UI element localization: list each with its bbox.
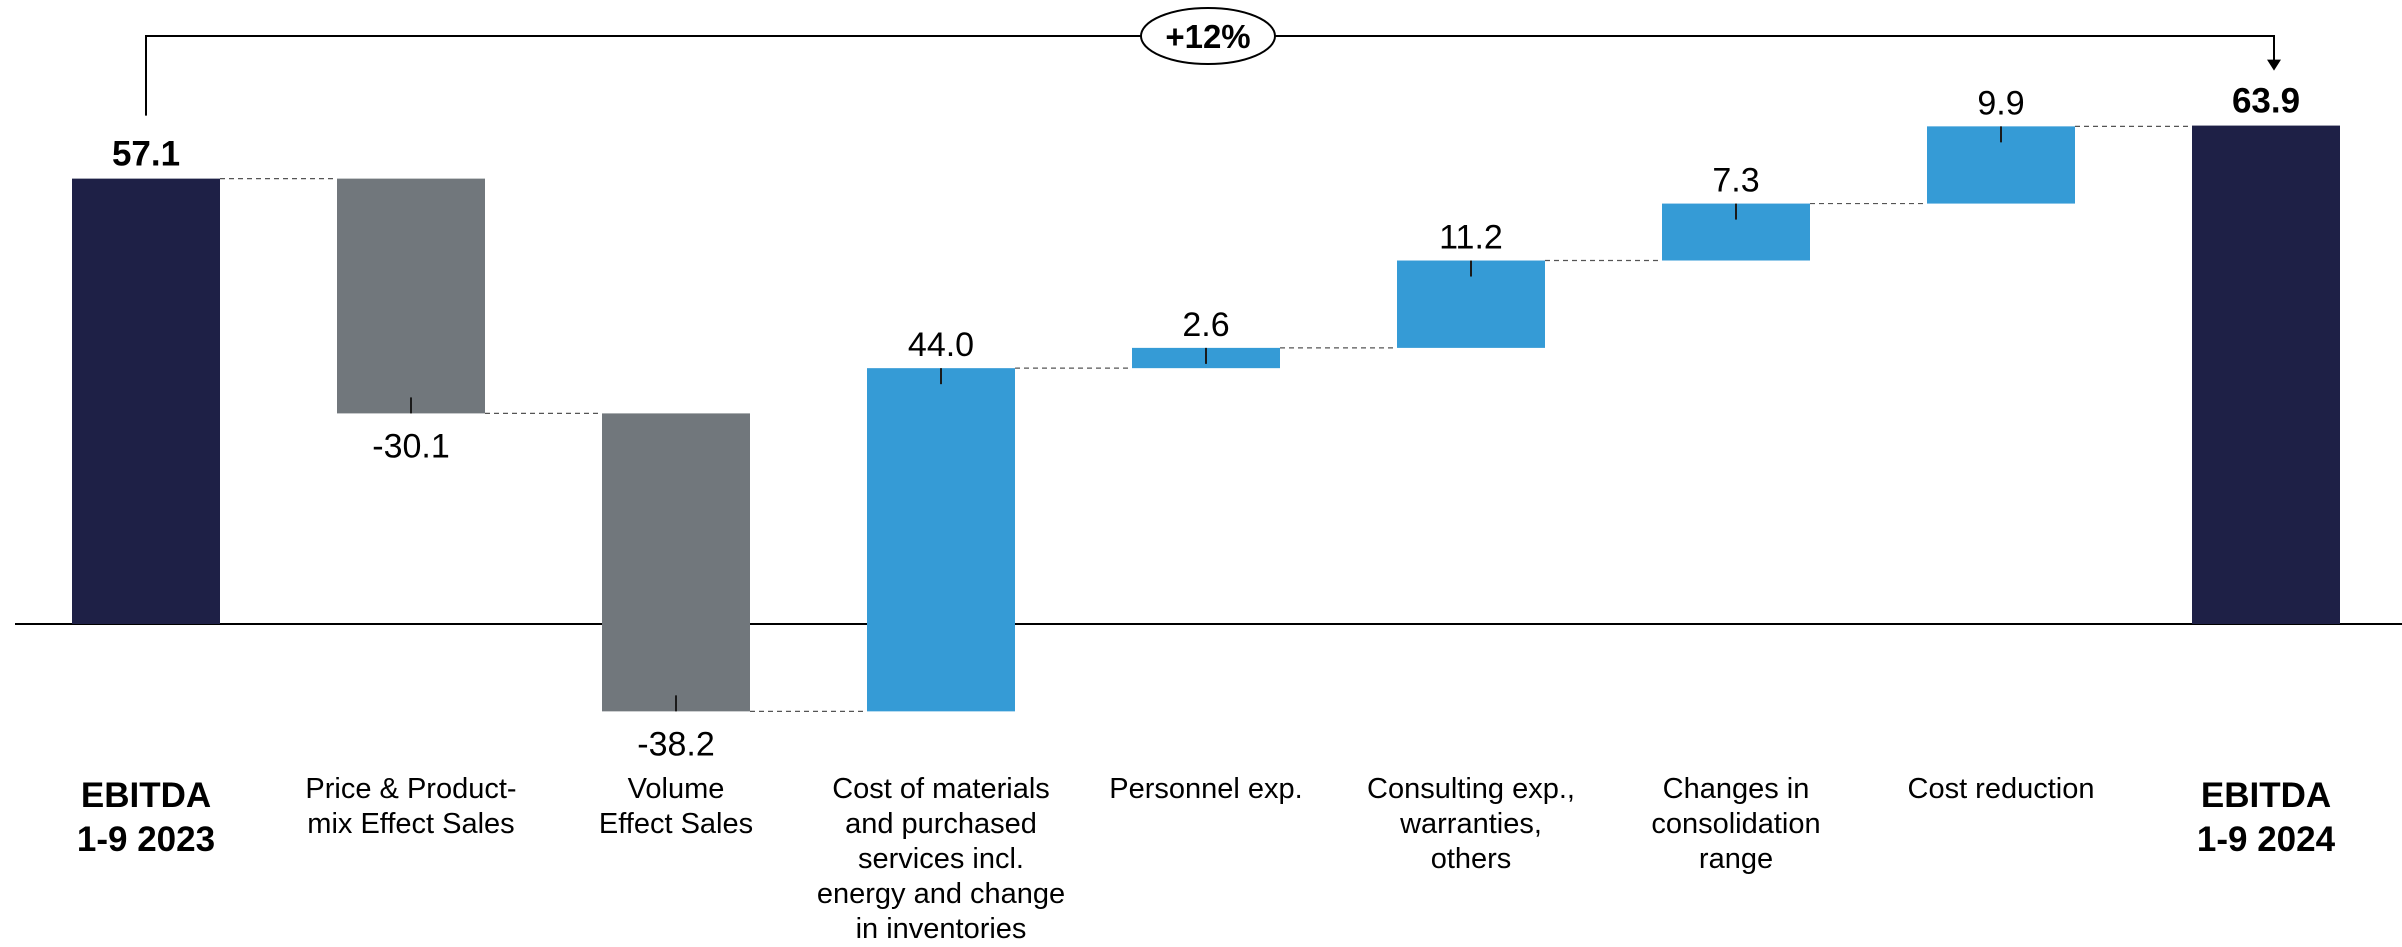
category-label-7: Cost reduction [1907, 773, 2095, 805]
category-label-0: EBITDA 1-9 2023 [76, 776, 216, 859]
growth-label: +12% [1165, 18, 1250, 55]
value-label-2: -38.2 [637, 725, 715, 763]
value-label-0: 57.1 [112, 135, 180, 174]
bar-2 [602, 413, 750, 712]
category-label-2: Volume Effect Sales [598, 773, 754, 840]
value-label-5: 11.2 [1439, 219, 1503, 257]
bracket-right [1275, 35, 2275, 64]
category-label-6: Changes in consolidation range [1651, 773, 1821, 875]
value-label-4: 2.6 [1182, 306, 1229, 344]
value-label-6: 7.3 [1712, 162, 1759, 200]
category-label-3: Cost of materials and purchased services… [816, 773, 1066, 945]
growth-annotation: +12% [145, 7, 2281, 116]
bracket-left [145, 35, 1141, 116]
value-label-8: 63.9 [2232, 82, 2300, 121]
growth-badge [1140, 7, 1276, 65]
value-label-1: -30.1 [372, 427, 450, 465]
category-label-5: Consulting exp., warranties, others [1367, 773, 1575, 875]
category-label-8: EBITDA 1-9 2024 [2196, 776, 2336, 859]
bars-group: 57.1 -30.1 -38.2 44.0 2.6 11.2 7.3 9.9 63.9 [72, 82, 2340, 763]
bar-1 [337, 178, 485, 414]
category-label-4: Personnel exp. [1109, 773, 1303, 805]
bar-3 [867, 368, 1015, 712]
value-label-7: 9.9 [1977, 84, 2024, 122]
bar-0 [72, 178, 220, 624]
bracket-arrowhead [2267, 59, 2281, 71]
bar-8 [2192, 125, 2340, 624]
value-label-3: 44.0 [908, 326, 974, 364]
category-label-1: Price & Product- mix Effect Sales [305, 773, 517, 840]
